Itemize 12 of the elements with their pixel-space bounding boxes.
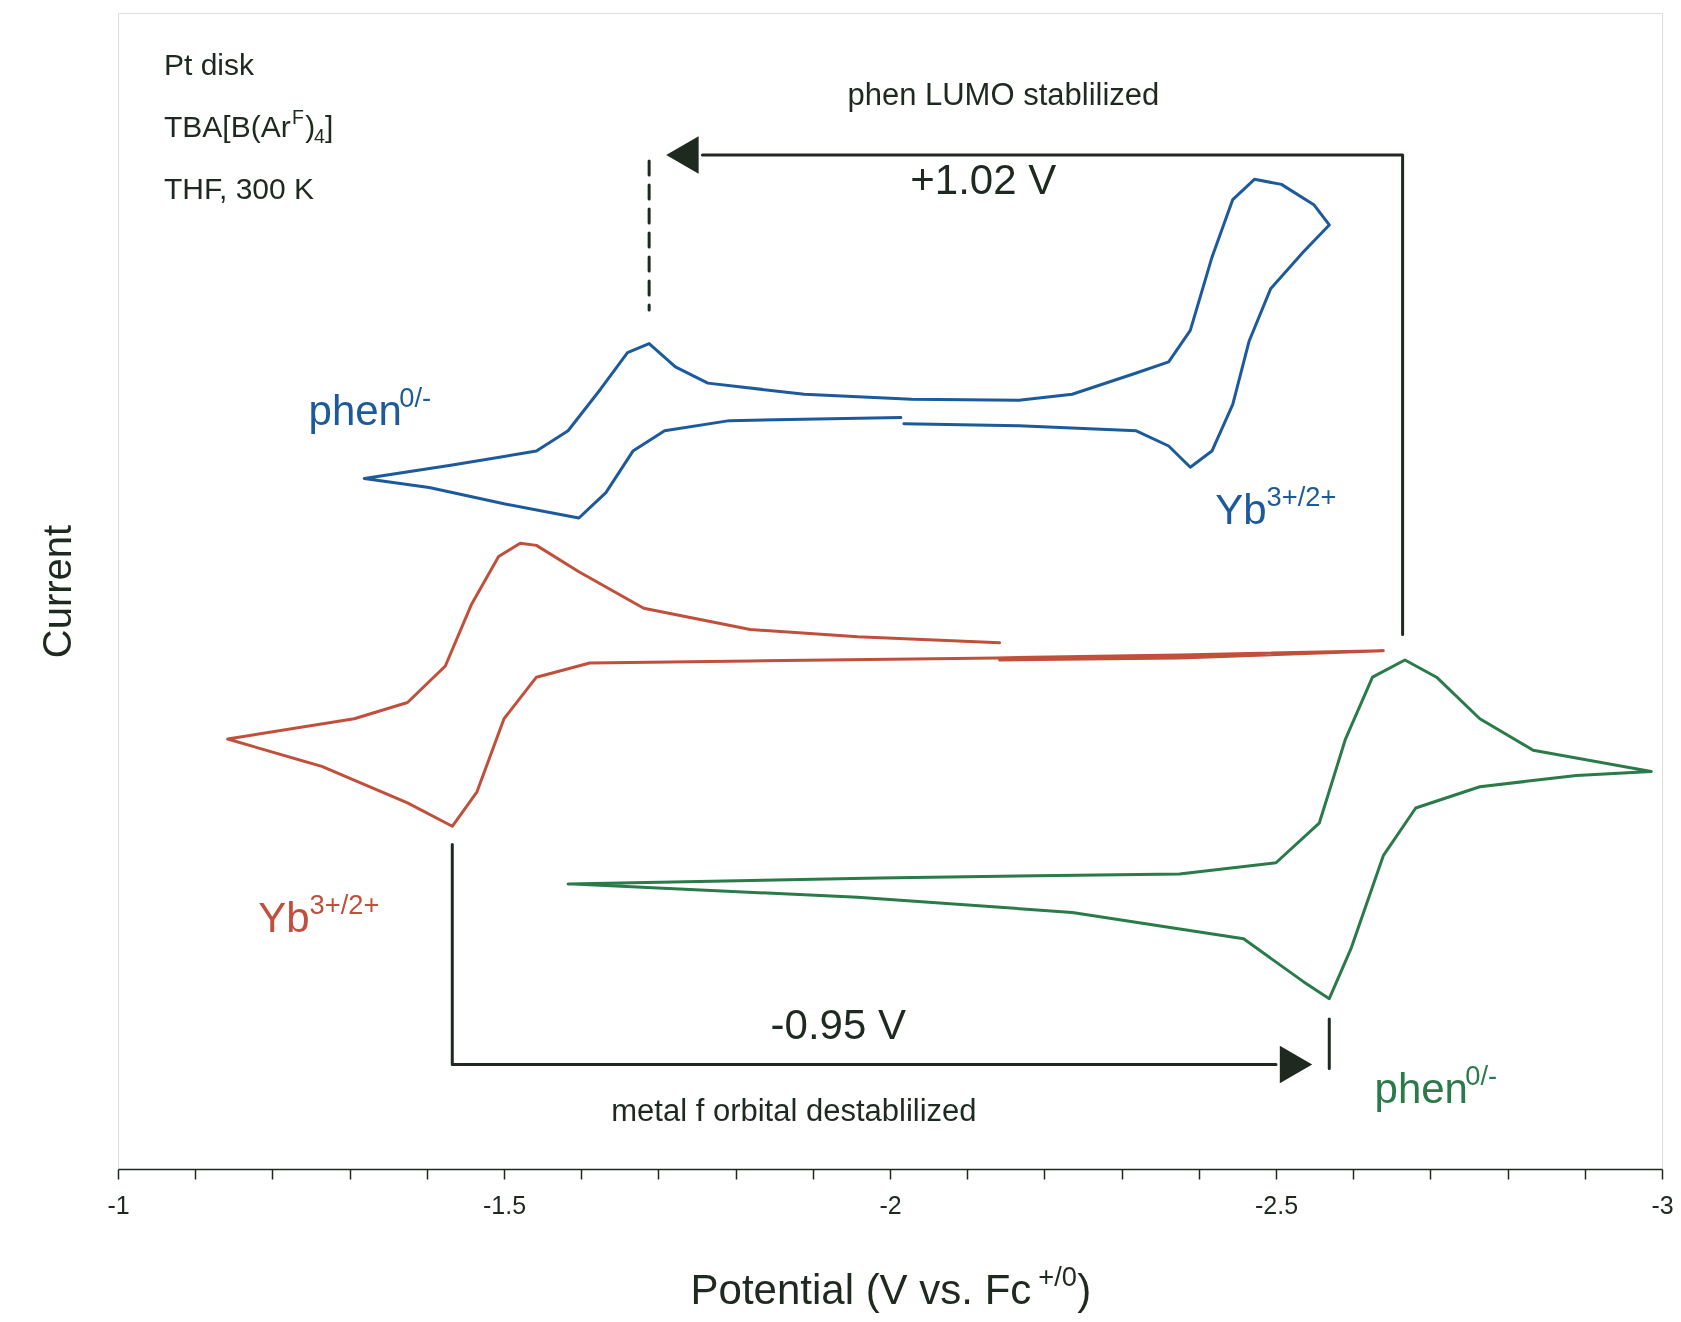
annotation: +1.02 V [910,155,1057,203]
x-tick-label: -3 [1651,1190,1674,1219]
x-tick-label: -1.5 [482,1190,527,1219]
text: phen LUMO stablilized [847,76,1160,112]
x-tick-label: -2.5 [1254,1190,1299,1219]
text: Pt disk [164,47,256,81]
x-tick-label: -1 [107,1190,130,1219]
x-tick-label: -2 [879,1190,902,1219]
annotation: -0.95 V [770,1000,906,1048]
y-axis-title: Current [34,524,79,659]
annotation: metal f orbital destablilized [611,1092,977,1128]
annotation: THF, 300 K [164,171,315,205]
